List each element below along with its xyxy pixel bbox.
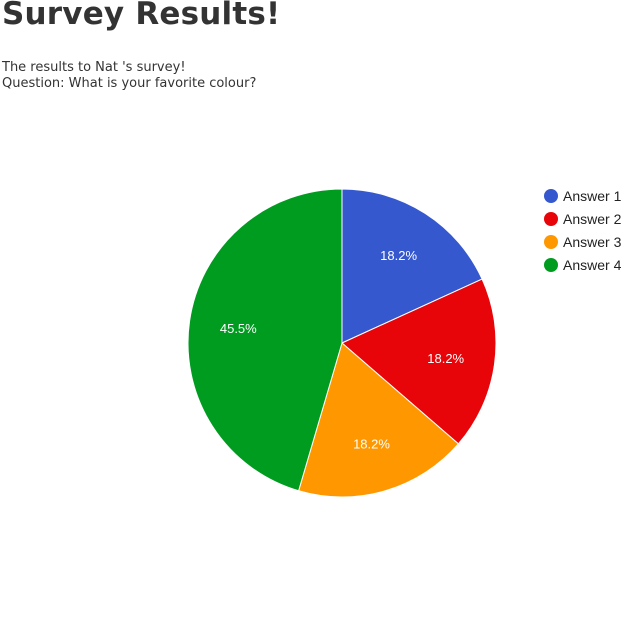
legend-swatch-4 bbox=[544, 258, 558, 272]
legend-label-4: Answer 4 bbox=[563, 257, 622, 273]
legend-swatch-2 bbox=[544, 212, 558, 226]
page-title: Survey Results! bbox=[2, 0, 281, 32]
pie-slice-labels: 18.2% 18.2% 18.2% 45.5% bbox=[220, 248, 465, 452]
chart-legend: Answer 1 Answer 2 Answer 3 Answer 4 bbox=[544, 188, 622, 273]
slice-percent-label-2: 18.2% bbox=[427, 351, 464, 366]
legend-label-2: Answer 2 bbox=[563, 211, 622, 227]
legend-label-3: Answer 3 bbox=[563, 234, 622, 250]
legend-swatch-3 bbox=[544, 235, 558, 249]
pie-slice-1[interactable] bbox=[341, 188, 483, 344]
legend-item-1[interactable]: Answer 1 bbox=[544, 188, 622, 204]
pie-slices bbox=[187, 188, 497, 498]
legend-label-1: Answer 1 bbox=[563, 188, 622, 204]
pie-slice-3[interactable] bbox=[297, 342, 460, 498]
legend-item-2[interactable]: Answer 2 bbox=[544, 211, 622, 227]
pie-slice-4[interactable] bbox=[187, 188, 343, 492]
slice-percent-label-4: 45.5% bbox=[220, 321, 257, 336]
legend-item-3[interactable]: Answer 3 bbox=[544, 234, 622, 250]
slice-percent-label-1: 18.2% bbox=[380, 248, 417, 263]
survey-intro-text: The results to Nat 's survey! bbox=[2, 60, 186, 75]
legend-item-4[interactable]: Answer 4 bbox=[544, 257, 622, 273]
legend-swatch-1 bbox=[544, 189, 558, 203]
pie-slice-2[interactable] bbox=[341, 278, 497, 445]
slice-percent-label-3: 18.2% bbox=[353, 437, 390, 452]
survey-question-text: Question: What is your favorite colour? bbox=[2, 76, 257, 91]
